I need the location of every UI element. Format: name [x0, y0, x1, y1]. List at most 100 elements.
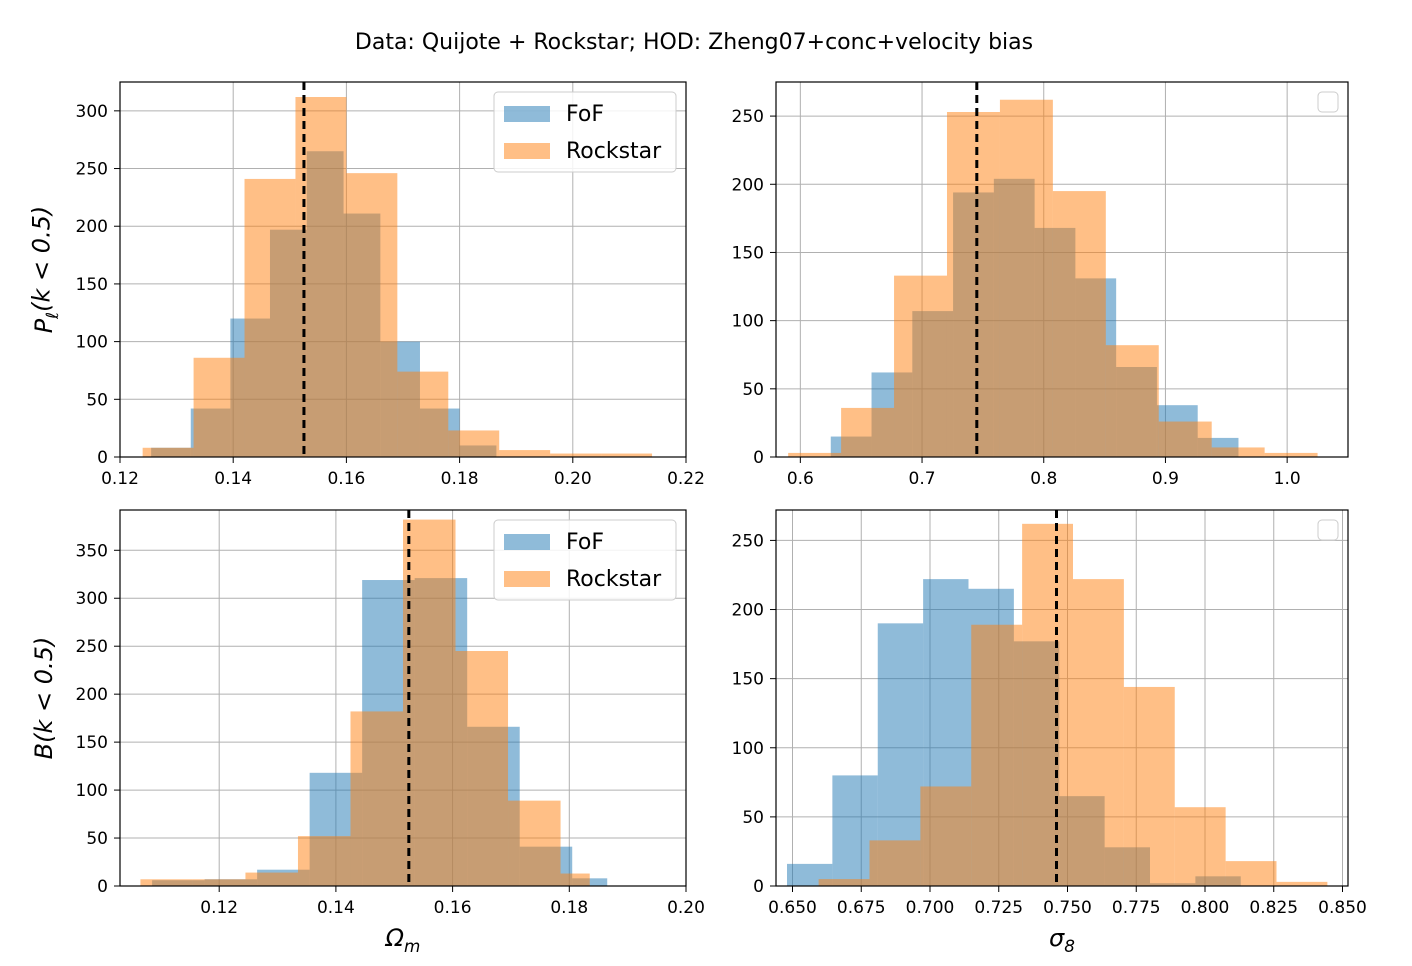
y-axis-label: B(k < 0.5) — [30, 637, 58, 760]
bar-rockstar — [601, 453, 653, 457]
bar-rockstar — [946, 112, 1000, 457]
legend-label-rockstar: Rockstar — [566, 139, 662, 164]
axes-frame — [119, 509, 687, 887]
axes-frame — [775, 81, 1349, 458]
bar-rockstar — [999, 99, 1053, 457]
bar-rockstar — [1174, 807, 1226, 886]
y-tick-label: 150 — [732, 243, 764, 263]
bar-rockstar — [1158, 421, 1212, 457]
x-tick-label: 0.675 — [837, 898, 886, 918]
subplot-top-right: 0.6 0.7 0.8 0.9 1.0 0 50 100 150 200 250 — [732, 81, 1349, 489]
y-tick-label: 100 — [76, 333, 108, 353]
bar-fof — [572, 878, 608, 886]
y-tick-label: 250 — [76, 637, 108, 657]
legend-swatch-fof — [504, 106, 550, 122]
bar-rockstar — [1022, 523, 1073, 886]
x-tick-label: 0.18 — [550, 898, 588, 918]
bar-rockstar — [448, 430, 500, 457]
y-tick-label: 200 — [76, 685, 108, 705]
y-tick-label: 50 — [742, 808, 764, 828]
x-tick-label: 0.775 — [1112, 898, 1161, 918]
bar-rockstar — [508, 800, 561, 886]
x-tick-label: 0.20 — [554, 469, 592, 489]
y-tick-label: 250 — [732, 531, 764, 551]
x-tick-label: 0.825 — [1249, 898, 1298, 918]
bars-group — [788, 99, 1318, 457]
y-tick-label: 300 — [76, 589, 108, 609]
y-tick-label: 0 — [97, 877, 108, 897]
bar-rockstar — [1105, 345, 1159, 457]
x-tick-label: 0.725 — [974, 898, 1023, 918]
y-tick-label: 100 — [76, 781, 108, 801]
x-tick-label: 0.20 — [667, 898, 705, 918]
x-tick-label: 0.22 — [667, 469, 705, 489]
bar-rockstar — [920, 786, 972, 886]
bar-rockstar — [1276, 881, 1328, 886]
axes-frame — [119, 81, 687, 458]
bars-group — [140, 519, 608, 886]
bar-rockstar — [192, 879, 246, 886]
figure-suptitle: Data: Quijote + Rockstar; HOD: Zheng07+c… — [354, 30, 1034, 55]
subplot-bottom-right: 0.650 0.675 0.700 0.725 0.750 0.775 0.800 0.825… — [732, 509, 1367, 956]
x-axis-label: σ8 — [1049, 924, 1075, 956]
subplot-top-left: 0.12 0.14 0.16 0.18 0.20 0.22 0 50 100 150 200 250 3… — [27, 81, 705, 489]
bar-rockstar — [142, 447, 194, 457]
y-tick-label: 200 — [732, 175, 764, 195]
bar-rockstar — [1225, 861, 1277, 886]
bar-rockstar — [244, 178, 296, 457]
legend-label-fof: FoF — [566, 530, 604, 555]
bar-rockstar — [818, 879, 870, 886]
x-tick-label: 0.12 — [101, 469, 139, 489]
bar-rockstar — [1264, 452, 1318, 457]
legend-swatch-rockstar — [504, 143, 550, 159]
y-tick-label: 50 — [86, 390, 108, 410]
x-tick-label: 0.16 — [327, 469, 365, 489]
subplot-bottom-left: 0.12 0.14 0.16 0.18 0.20 0 50 100 150 200 250 300 35… — [30, 509, 705, 956]
bar-rockstar — [1073, 579, 1124, 886]
bar-rockstar — [971, 624, 1023, 886]
legend-label-fof: FoF — [566, 102, 604, 127]
y-tick-label: 150 — [76, 275, 108, 295]
x-tick-label: 0.8 — [1030, 469, 1057, 489]
x-tick-label: 0.650 — [768, 898, 817, 918]
legend-box-empty — [1317, 519, 1339, 541]
y-tick-label: 0 — [753, 877, 764, 897]
bar-rockstar — [1123, 686, 1175, 886]
x-tick-label: 0.750 — [1043, 898, 1092, 918]
x-tick-label: 0.700 — [906, 898, 955, 918]
y-tick-label: 0 — [97, 448, 108, 468]
y-tick-label: 50 — [742, 380, 764, 400]
x-tick-label: 0.18 — [441, 469, 479, 489]
x-tick-label: 0.800 — [1181, 898, 1230, 918]
y-tick-label: 150 — [76, 733, 108, 753]
bar-rockstar — [193, 357, 245, 457]
bar-rockstar — [560, 873, 590, 886]
x-axis-label: Ωm — [385, 924, 421, 956]
bar-rockstar — [1052, 191, 1106, 457]
x-tick-label: 0.16 — [434, 898, 472, 918]
x-tick-label: 0.14 — [214, 469, 252, 489]
x-tick-label: 0.14 — [317, 898, 355, 918]
bar-rockstar — [550, 453, 602, 457]
legend-swatch-rockstar — [504, 571, 550, 587]
y-tick-label: 150 — [732, 670, 764, 690]
y-tick-label: 250 — [732, 107, 764, 127]
y-tick-label: 300 — [76, 102, 108, 122]
legend-swatch-fof — [504, 534, 550, 550]
bar-rockstar — [841, 407, 895, 457]
axes-frame — [775, 509, 1349, 887]
bar-rockstar — [499, 450, 551, 457]
bar-rockstar — [788, 452, 842, 457]
bar-rockstar — [869, 840, 921, 886]
bar-rockstar — [346, 173, 398, 457]
y-tick-label: 250 — [76, 160, 108, 180]
y-tick-label: 50 — [86, 829, 108, 849]
bar-rockstar — [894, 275, 947, 457]
y-tick-label: 100 — [732, 739, 764, 759]
bars-group — [787, 523, 1328, 886]
bar-rockstar — [350, 711, 403, 886]
x-tick-label: 0.7 — [909, 469, 936, 489]
bar-rockstar — [397, 371, 449, 457]
